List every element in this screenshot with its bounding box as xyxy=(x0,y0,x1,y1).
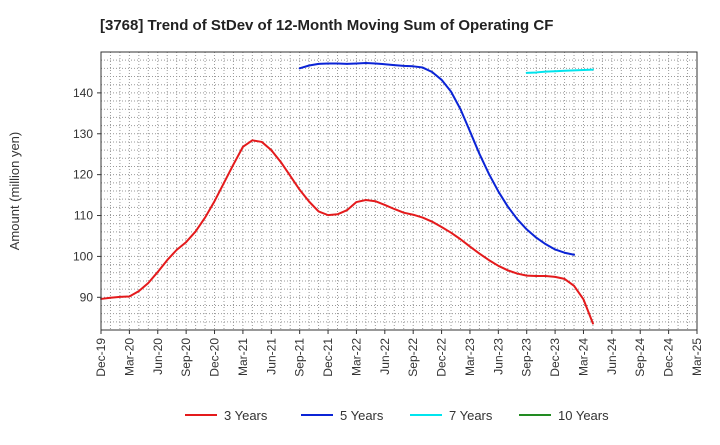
x-tick-label: Sep-21 xyxy=(293,338,307,377)
y-tick-label: 110 xyxy=(74,209,93,223)
x-tick-label: Dec-22 xyxy=(435,338,449,377)
y-tick-label: 120 xyxy=(73,168,93,182)
x-tick-label: Sep-24 xyxy=(633,338,647,377)
x-tick-label: Jun-24 xyxy=(605,338,619,375)
x-tick-label: Jun-22 xyxy=(378,338,392,375)
y-axis-label: Amount (million yen) xyxy=(7,132,22,251)
x-tick-label: Mar-21 xyxy=(236,338,250,376)
legend-label: 10 Years xyxy=(558,408,609,423)
x-tick-label: Dec-20 xyxy=(208,338,222,377)
x-tick-label: Dec-23 xyxy=(548,338,562,377)
plot-area: 90 100 110 120 130 140 Dec-19 Mar-20 Jun-20 Sep-2… xyxy=(73,51,704,377)
legend-label: 5 Years xyxy=(340,408,384,423)
y-tick-label: 90 xyxy=(80,290,94,304)
y-tick-label: 130 xyxy=(73,127,93,141)
x-tick-label: Jun-23 xyxy=(491,338,505,375)
x-tick-label: Mar-25 xyxy=(690,338,704,376)
x-tick-label: Dec-21 xyxy=(321,338,335,377)
x-tick-label: Sep-23 xyxy=(520,338,534,377)
legend-label: 7 Years xyxy=(449,408,493,423)
plot-border xyxy=(100,51,698,331)
y-tick-label: 140 xyxy=(73,86,93,100)
x-tick-label: Dec-19 xyxy=(94,338,108,377)
x-tick-label: Mar-24 xyxy=(576,338,590,376)
legend: 3 Years 5 Years 7 Years 10 Years xyxy=(185,408,609,423)
x-tick-label: Sep-20 xyxy=(179,338,193,377)
chart-title: [3768] Trend of StDev of 12-Month Moving… xyxy=(100,17,553,34)
y-tick-label: 100 xyxy=(73,249,93,263)
series-line-7-years xyxy=(525,68,594,74)
x-tick-label: Mar-23 xyxy=(463,338,477,376)
x-tick-label: Jun-20 xyxy=(151,338,165,375)
x-tick-label: Mar-20 xyxy=(122,338,136,376)
series-line-5-years xyxy=(298,62,576,256)
x-tick-label: Jun-21 xyxy=(264,338,278,375)
x-tick-label: Dec-24 xyxy=(662,338,676,377)
series-line-3-years xyxy=(100,139,594,325)
x-tick-label: Mar-22 xyxy=(349,338,363,376)
legend-label: 3 Years xyxy=(224,408,268,423)
x-tick-label: Sep-22 xyxy=(406,338,420,377)
